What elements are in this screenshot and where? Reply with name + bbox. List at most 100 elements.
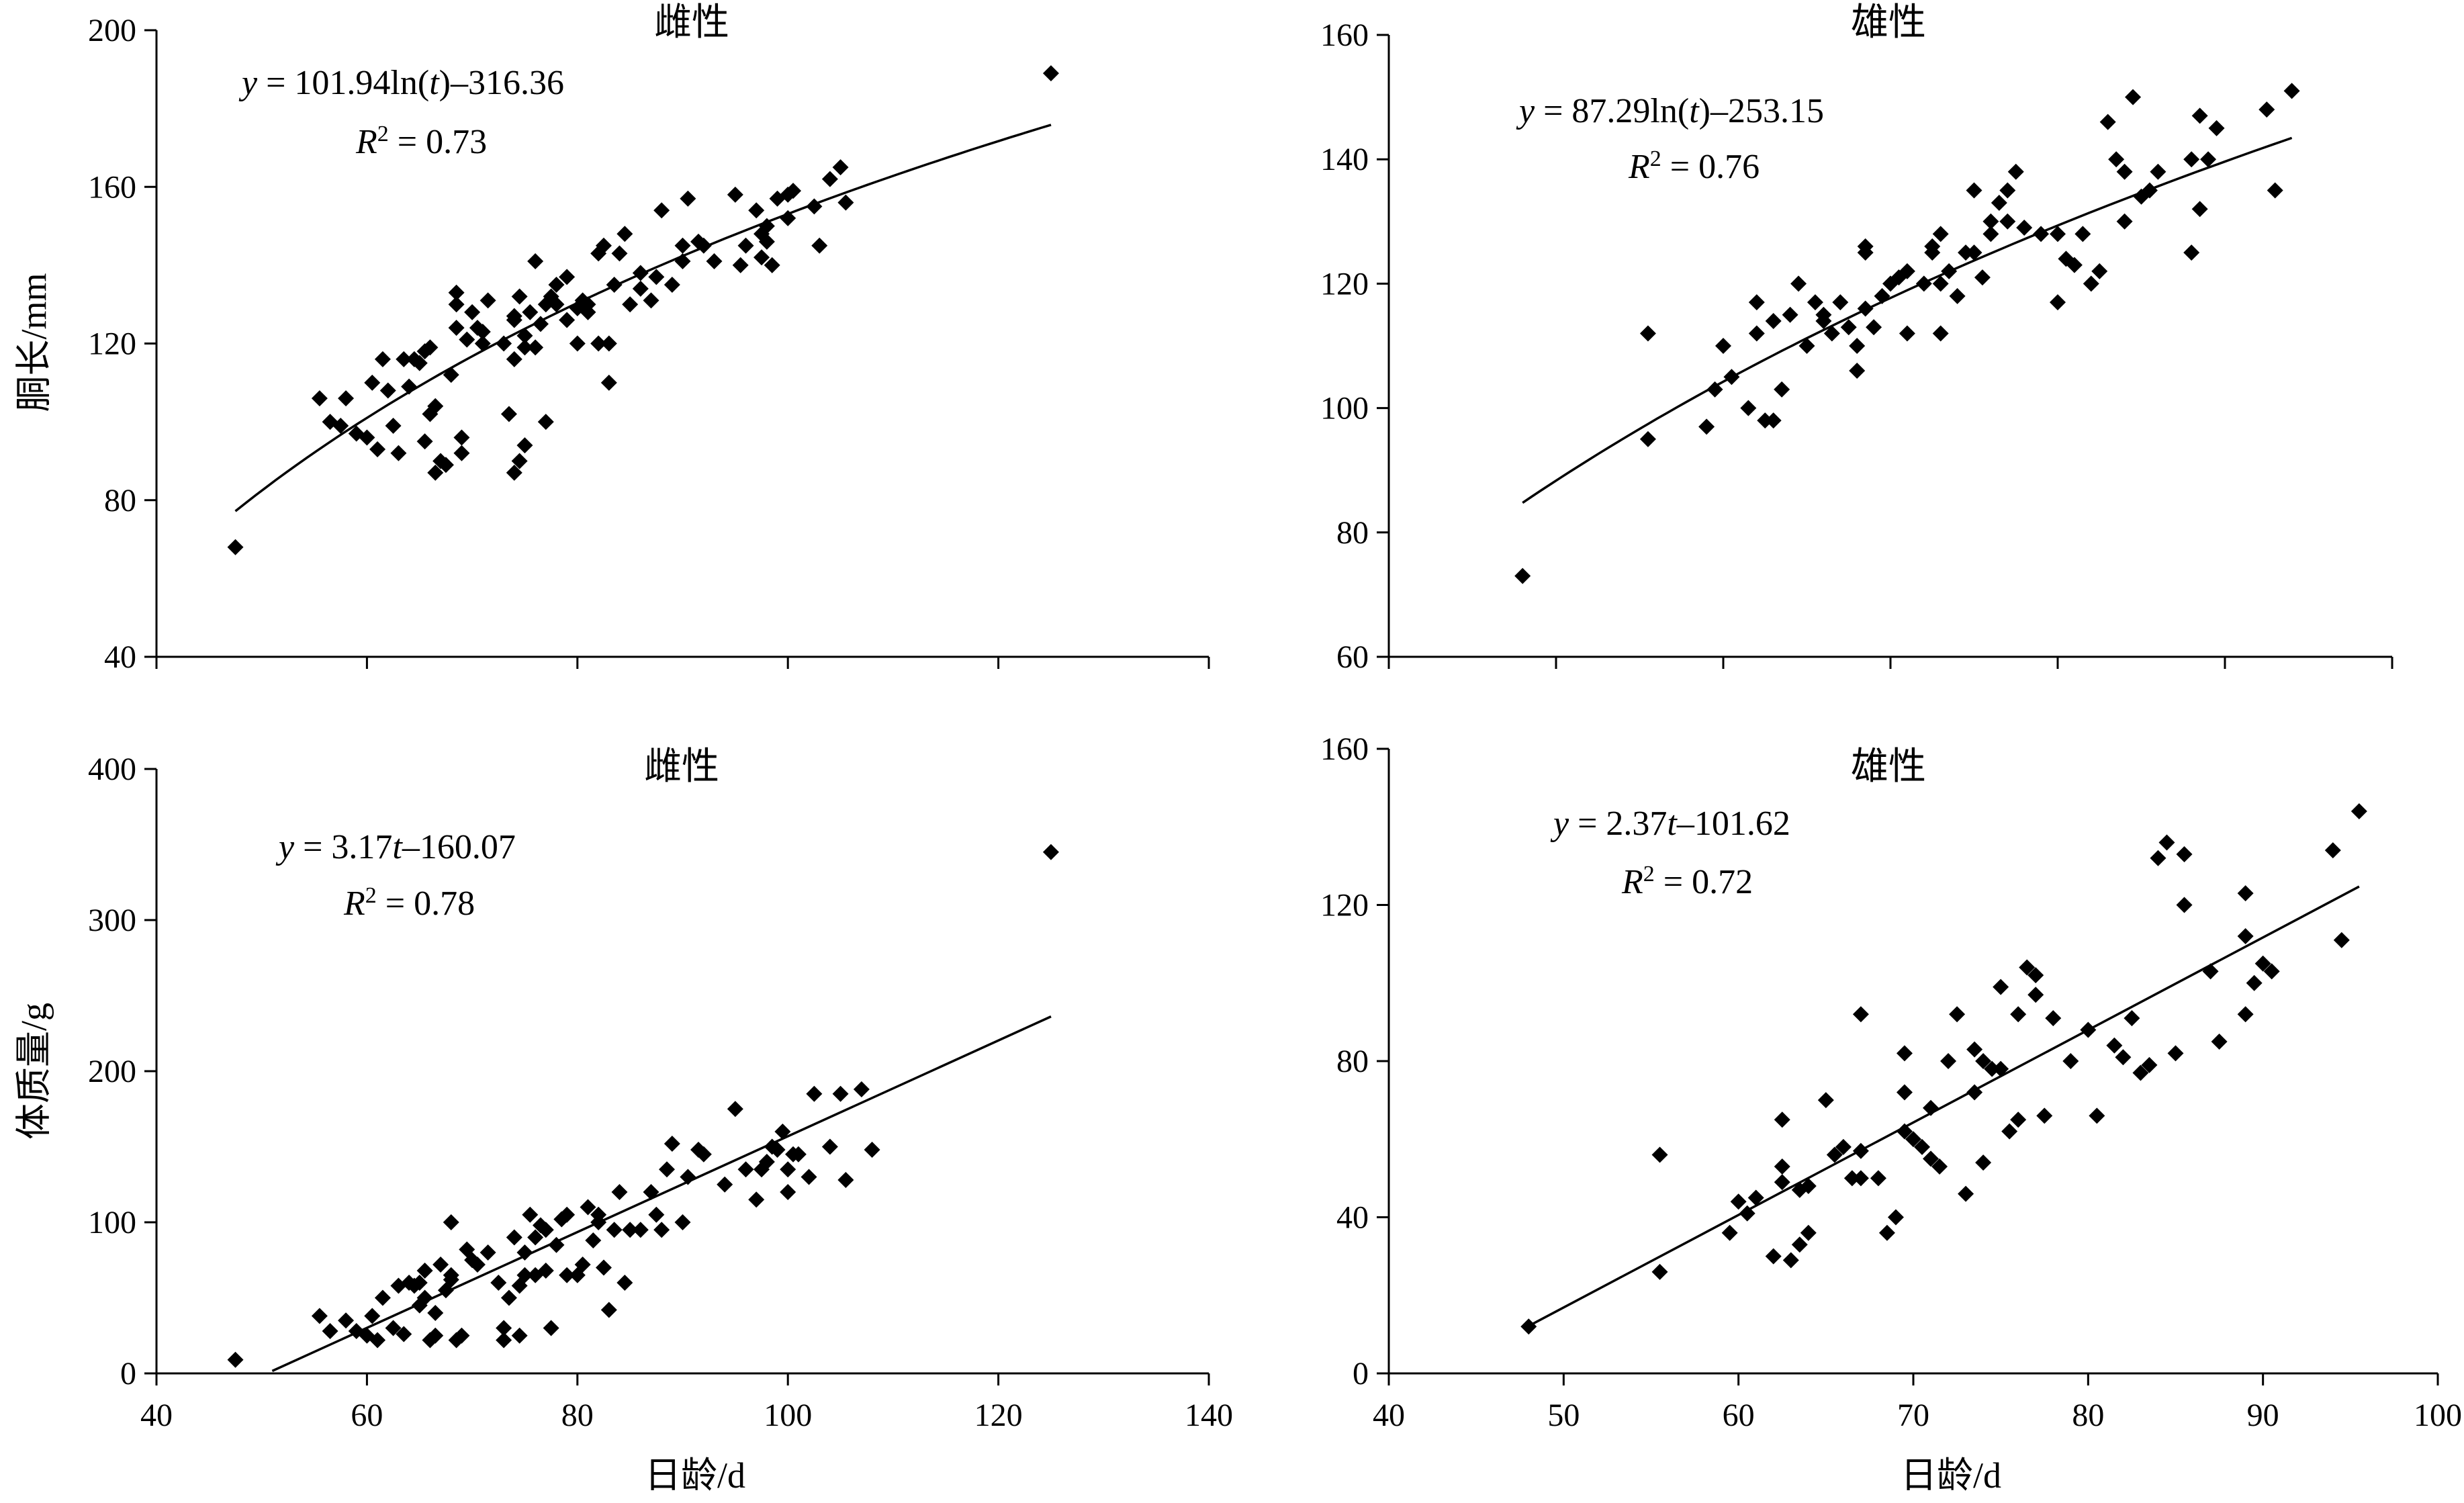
y-tick-label: 0 xyxy=(120,1356,136,1392)
data-point xyxy=(648,269,665,285)
data-point xyxy=(780,1184,796,1200)
data-point xyxy=(1852,1142,1869,1159)
data-point xyxy=(385,1320,402,1336)
data-point xyxy=(2202,963,2219,980)
data-point xyxy=(606,1222,623,1238)
data-point xyxy=(758,233,775,250)
data-point xyxy=(2116,213,2133,230)
data-point xyxy=(748,202,765,219)
data-point xyxy=(653,202,670,219)
data-point xyxy=(1974,269,1991,286)
data-point xyxy=(611,245,628,262)
data-point xyxy=(674,237,691,254)
data-point xyxy=(480,292,496,309)
y-axis-label: 胴长/mm xyxy=(13,273,54,412)
data-point xyxy=(2254,955,2271,972)
data-point xyxy=(1923,1099,1940,1116)
data-point xyxy=(1835,1138,1852,1155)
data-point xyxy=(1715,338,1731,354)
data-point xyxy=(648,1206,665,1223)
data-point xyxy=(643,292,659,309)
panel-male-mantle-length: 60 80 100 120 140 160 雄性 y = 87.29ln(t)–253.1… xyxy=(1320,2,2393,675)
data-point xyxy=(1800,1224,1817,1241)
x-tick-label: 50 xyxy=(1547,1398,1580,1433)
data-point xyxy=(1975,1154,1992,1171)
data-point xyxy=(1924,238,1941,255)
data-point xyxy=(364,1308,381,1324)
y-tick-label: 120 xyxy=(88,326,136,362)
data-point xyxy=(2080,1021,2097,1038)
data-point xyxy=(511,288,528,305)
data-point xyxy=(2237,1006,2254,1023)
data-point xyxy=(1896,1123,1913,1140)
data-point xyxy=(1958,1185,1974,1202)
data-point xyxy=(2019,959,2036,976)
data-point xyxy=(396,1326,412,1342)
data-point xyxy=(2016,220,2033,236)
data-point xyxy=(837,1172,854,1188)
data-point xyxy=(2267,182,2283,199)
axes xyxy=(1387,749,2438,1375)
data-point xyxy=(2283,83,2300,99)
data-point xyxy=(390,445,407,461)
data-point xyxy=(464,304,481,320)
data-point xyxy=(416,343,433,360)
data-point xyxy=(664,277,680,293)
data-point xyxy=(1698,418,1715,435)
x-tick-label: 140 xyxy=(1185,1398,1233,1433)
data-point xyxy=(832,159,849,176)
data-point xyxy=(1782,306,1798,323)
data-point xyxy=(1651,1263,1668,1280)
data-point xyxy=(1966,1041,1983,1058)
data-point xyxy=(1514,567,1531,584)
data-point xyxy=(2066,257,2083,273)
data-point xyxy=(585,1232,602,1248)
data-point xyxy=(359,429,375,446)
data-point xyxy=(537,1263,554,1279)
data-point xyxy=(411,355,428,371)
r-squared: R2 = 0.78 xyxy=(343,883,475,923)
data-point xyxy=(2141,182,2158,199)
data-point xyxy=(2108,151,2125,168)
x-tick-label: 70 xyxy=(1897,1398,1929,1433)
data-point xyxy=(559,1267,576,1283)
data-point xyxy=(1774,1174,1790,1191)
data-point xyxy=(227,1351,244,1368)
x-ticks xyxy=(1387,657,2393,669)
x-tick-label: 100 xyxy=(2414,1398,2462,1433)
y-tick-label: 160 xyxy=(1320,731,1369,767)
y-tick-label: 40 xyxy=(1336,1200,1369,1236)
data-point xyxy=(474,324,491,340)
data-point xyxy=(1984,1060,2001,1077)
x-tick-label: 60 xyxy=(351,1398,383,1433)
data-point xyxy=(617,1275,633,1291)
data-point xyxy=(590,335,607,352)
data-point xyxy=(680,1169,696,1185)
data-point xyxy=(1866,319,1882,336)
data-point xyxy=(1757,412,1774,429)
data-point xyxy=(522,1206,539,1223)
y-tick-label: 140 xyxy=(1320,142,1369,177)
data-point xyxy=(506,312,522,328)
data-point xyxy=(522,304,539,320)
panel-title: 雌性 xyxy=(644,746,719,788)
data-point xyxy=(532,316,549,332)
data-point xyxy=(1932,275,1949,292)
data-point xyxy=(527,1229,544,1246)
data-point xyxy=(754,249,770,266)
data-point xyxy=(2106,1037,2123,1054)
data-point xyxy=(1721,1224,1738,1241)
data-point xyxy=(727,186,743,203)
data-point xyxy=(1931,1158,1948,1175)
data-point xyxy=(1739,1205,1755,1222)
data-point xyxy=(2074,226,2091,242)
data-point xyxy=(2200,151,2217,168)
data-point xyxy=(2191,201,2208,218)
data-point xyxy=(2211,1033,2228,1050)
y-tick-label: 200 xyxy=(88,1054,136,1089)
data-point xyxy=(1826,1146,1843,1163)
data-point xyxy=(658,1161,675,1178)
data-point xyxy=(643,1184,659,1200)
data-point xyxy=(369,441,386,457)
